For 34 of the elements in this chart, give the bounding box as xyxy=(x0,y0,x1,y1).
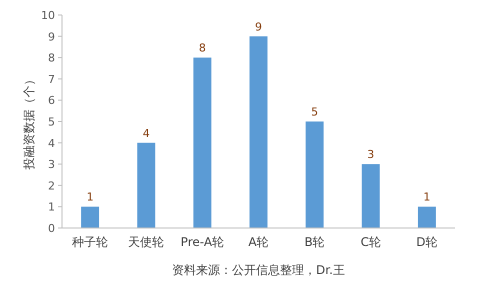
data-label: 5 xyxy=(311,106,318,118)
data-label: 3 xyxy=(367,148,374,162)
y-tick-label: 1 xyxy=(48,200,55,214)
bar xyxy=(193,58,212,228)
bar xyxy=(306,122,324,228)
y-tick-label: 9 xyxy=(48,30,55,44)
x-tick-label: C轮 xyxy=(360,235,381,249)
bar xyxy=(137,142,156,228)
x-tick-label: 天使轮 xyxy=(128,235,164,249)
y-tick-label: 2 xyxy=(48,179,55,192)
y-tick-label: 8 xyxy=(48,52,55,65)
y-tick-label: 3 xyxy=(48,158,55,172)
x-tick-label: Pre-A轮 xyxy=(180,235,224,249)
y-tick-label: 10 xyxy=(41,9,55,22)
bar xyxy=(418,206,436,228)
data-label: 9 xyxy=(255,20,262,34)
data-label: 8 xyxy=(198,42,206,55)
y-tick-label: 5 xyxy=(48,116,55,128)
x-tick-label: A轮 xyxy=(248,235,269,249)
y-tick-label: 4 xyxy=(48,136,55,150)
x-tick-label: B轮 xyxy=(304,235,325,249)
y-axis-title: 投融资数据（个） xyxy=(22,74,36,170)
bar xyxy=(362,164,380,228)
y-tick-label: 0 xyxy=(48,222,55,235)
bar xyxy=(81,206,100,228)
text: 资料来源：公开信息整理，Dr.王 xyxy=(172,263,345,277)
data-label: 1 xyxy=(86,190,94,204)
x-tick-label: D轮 xyxy=(416,235,438,249)
data-label: 1 xyxy=(423,190,430,204)
data-label: 4 xyxy=(142,126,150,140)
y-tick-label: 6 xyxy=(48,94,55,108)
bar xyxy=(250,36,268,228)
y-tick-label: 7 xyxy=(48,72,55,86)
x-tick-label: 种子轮 xyxy=(72,235,108,249)
